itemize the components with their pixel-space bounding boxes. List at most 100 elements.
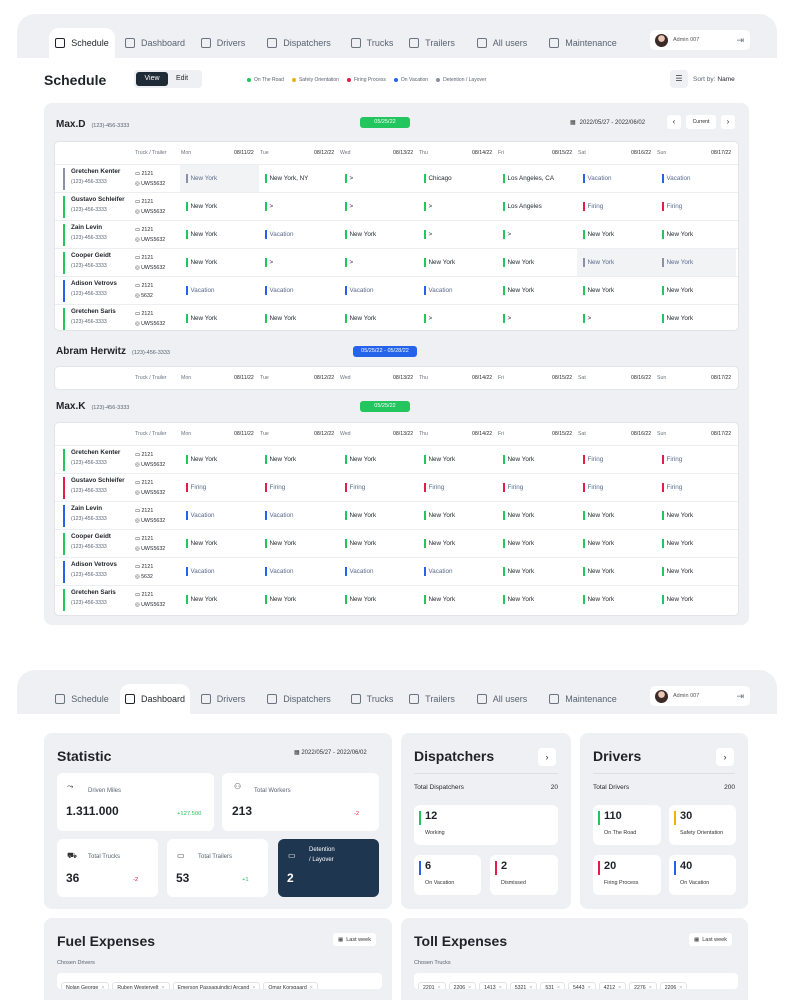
schedule-cell[interactable]: New York xyxy=(497,502,577,529)
logout-icon[interactable]: ⇥ xyxy=(736,690,744,701)
driver-cell[interactable]: Gustavo Schleifer (123)-456-3333 xyxy=(63,196,129,218)
schedule-cell[interactable]: New York xyxy=(339,305,418,332)
schedule-cell[interactable]: Vacation xyxy=(180,277,259,304)
driver-cell[interactable]: Gretchen Kenter (123)-456-3333 xyxy=(63,168,129,190)
user-menu[interactable]: Admin 007 ⇥ xyxy=(650,30,750,50)
schedule-cell[interactable]: New York xyxy=(339,446,418,473)
fuel-period-button[interactable]: ▦ Last week xyxy=(333,933,376,946)
schedule-cell[interactable]: New York xyxy=(656,558,736,585)
edit-button[interactable]: Edit xyxy=(176,75,189,82)
current-week-button[interactable]: Current xyxy=(686,115,716,129)
schedule-cell[interactable]: Chicago xyxy=(418,165,497,192)
driver-cell[interactable]: Gustavo Schleifer (123)-456-3333 xyxy=(63,477,129,499)
schedule-cell[interactable]: Vacation xyxy=(259,502,339,529)
schedule-cell[interactable]: New York xyxy=(339,530,418,557)
schedule-cell[interactable]: New York xyxy=(418,530,497,557)
schedule-cell[interactable]: New York xyxy=(259,305,339,332)
driver-cell[interactable]: Zain Levin (123)-456-3333 xyxy=(63,224,129,246)
schedule-cell[interactable]: New York xyxy=(180,221,259,248)
schedule-cell[interactable]: Vacation xyxy=(180,502,259,529)
driver-cell[interactable]: Gretchen Saris (123)-456-3333 xyxy=(63,308,129,330)
tab-all-users[interactable]: All users xyxy=(472,684,532,714)
driver-cell[interactable]: Adison Vetrovs (123)-456-3333 xyxy=(63,561,129,583)
chevron-right-icon[interactable]: › xyxy=(716,748,734,766)
schedule-cell[interactable]: New York xyxy=(656,305,736,332)
tab-dispatchers[interactable]: Dispatchers xyxy=(263,28,335,58)
schedule-cell[interactable]: New York xyxy=(656,249,736,276)
schedule-cell[interactable]: > xyxy=(418,305,497,332)
schedule-cell[interactable]: > xyxy=(577,305,656,332)
tab-drivers[interactable]: Drivers xyxy=(197,28,249,58)
tab-dispatchers[interactable]: Dispatchers xyxy=(263,684,335,714)
schedule-cell[interactable]: > xyxy=(259,193,339,220)
tab-all-users[interactable]: All users xyxy=(472,28,532,58)
schedule-cell[interactable]: New York xyxy=(577,249,656,276)
schedule-cell[interactable]: Firing xyxy=(418,474,497,501)
schedule-cell[interactable]: New York xyxy=(259,530,339,557)
tab-trucks[interactable]: Trucks xyxy=(344,684,400,714)
view-button[interactable]: View xyxy=(136,72,168,86)
driver-cell[interactable]: Gretchen Saris (123)-456-3333 xyxy=(63,589,129,611)
chevron-right-icon[interactable]: › xyxy=(538,748,556,766)
schedule-cell[interactable]: New York xyxy=(656,502,736,529)
chevron-left-icon[interactable]: ‹ xyxy=(667,115,681,129)
schedule-cell[interactable]: Vacation xyxy=(180,558,259,585)
schedule-cell[interactable]: Vacation xyxy=(259,277,339,304)
schedule-cell[interactable]: New York xyxy=(339,221,418,248)
schedule-cell[interactable]: New York xyxy=(259,586,339,613)
schedule-cell[interactable]: Los Angeles, CA xyxy=(497,165,577,192)
chosen-trucks-input[interactable]: 2201 × 2206 × 1413 × 5321 × 531 × 5443 × 4212 × 2276 × 2… xyxy=(414,973,738,989)
schedule-cell[interactable]: New York xyxy=(418,586,497,613)
schedule-cell[interactable]: New York xyxy=(339,586,418,613)
schedule-cell[interactable]: > xyxy=(339,193,418,220)
tab-schedule[interactable]: Schedule xyxy=(49,684,115,714)
schedule-cell[interactable]: Firing xyxy=(180,474,259,501)
schedule-cell[interactable]: Firing xyxy=(656,474,736,501)
chevron-right-icon[interactable]: › xyxy=(721,115,735,129)
schedule-cell[interactable]: New York xyxy=(656,221,736,248)
schedule-cell[interactable]: New York xyxy=(497,446,577,473)
sort-control[interactable]: ☰ Sort by: Name xyxy=(670,70,742,88)
schedule-cell[interactable]: New York xyxy=(577,586,656,613)
schedule-cell[interactable]: Vacation xyxy=(656,165,736,192)
user-menu[interactable]: Admin 007 ⇥ xyxy=(650,686,750,706)
driver-cell[interactable]: Cooper Geidt (123)-456-3333 xyxy=(63,252,129,274)
schedule-cell[interactable]: New York xyxy=(180,530,259,557)
schedule-cell[interactable]: > xyxy=(339,165,418,192)
schedule-cell[interactable]: New York xyxy=(180,193,259,220)
filter-icon[interactable]: ☰ xyxy=(670,70,688,88)
toll-period-button[interactable]: ▦ Last week xyxy=(689,933,732,946)
schedule-cell[interactable]: New York xyxy=(180,586,259,613)
schedule-cell[interactable]: New York xyxy=(418,249,497,276)
schedule-cell[interactable]: Firing xyxy=(577,446,656,473)
chosen-drivers-input[interactable]: Nolan George × Ruben Westervelt × Emerson Pa… xyxy=(57,973,382,989)
driver-cell[interactable]: Zain Levin (123)-456-3333 xyxy=(63,505,129,527)
schedule-cell[interactable]: Vacation xyxy=(577,165,656,192)
schedule-cell[interactable]: > xyxy=(259,249,339,276)
schedule-cell[interactable]: New York xyxy=(497,586,577,613)
tab-trucks[interactable]: Trucks xyxy=(344,28,400,58)
week-range[interactable]: ▦ 2022/05/27 - 2022/06/02 xyxy=(570,119,645,127)
schedule-cell[interactable]: New York xyxy=(577,277,656,304)
schedule-cell[interactable]: New York xyxy=(418,502,497,529)
schedule-cell[interactable]: Firing xyxy=(656,193,736,220)
schedule-cell[interactable]: New York xyxy=(497,277,577,304)
schedule-cell[interactable]: New York xyxy=(577,530,656,557)
schedule-cell[interactable]: > xyxy=(339,249,418,276)
schedule-cell[interactable]: Firing xyxy=(577,193,656,220)
schedule-cell[interactable]: New York xyxy=(259,446,339,473)
schedule-cell[interactable]: New York, NY xyxy=(259,165,339,192)
schedule-cell[interactable]: New York xyxy=(497,530,577,557)
schedule-cell[interactable]: Vacation xyxy=(339,558,418,585)
schedule-cell[interactable]: Vacation xyxy=(339,277,418,304)
schedule-cell[interactable]: New York xyxy=(180,249,259,276)
schedule-cell[interactable]: Vacation xyxy=(418,277,497,304)
tab-trailers[interactable]: Trailers xyxy=(407,28,457,58)
schedule-cell[interactable]: > xyxy=(497,221,577,248)
schedule-cell[interactable]: New York xyxy=(339,502,418,529)
schedule-cell[interactable]: Firing xyxy=(339,474,418,501)
statistic-range[interactable]: ▦ 2022/05/27 - 2022/06/02 xyxy=(294,749,367,756)
schedule-cell[interactable]: New York xyxy=(418,446,497,473)
schedule-cell[interactable]: Firing xyxy=(656,446,736,473)
driver-cell[interactable]: Adison Vetrovs (123)-456-3333 xyxy=(63,280,129,302)
